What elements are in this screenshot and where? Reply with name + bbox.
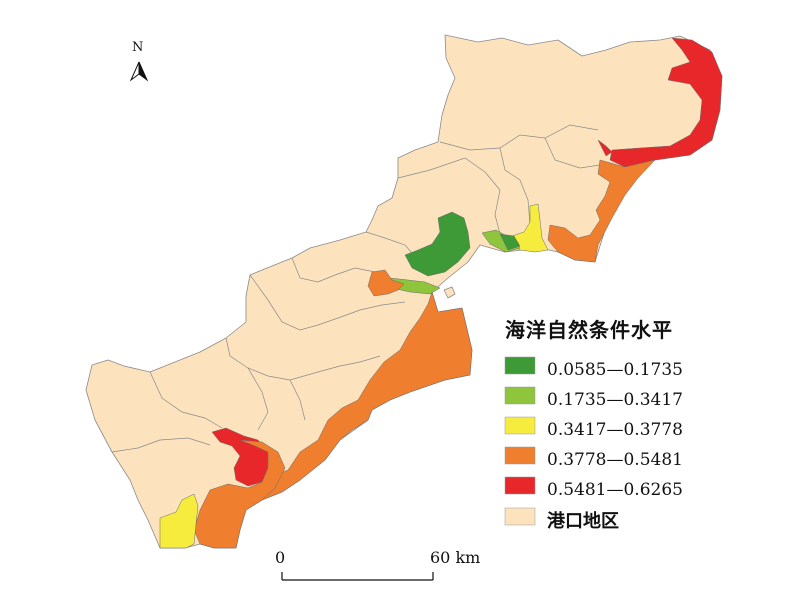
legend: 海洋自然条件水平 0.0585—0.1735 0.1735—0.3417 0.3… [505, 314, 765, 535]
legend-swatches [504, 356, 536, 526]
region-bay-darkgreen [404, 211, 471, 277]
legend-label: 港口地区 [547, 511, 619, 532]
legend-label: 0.5481—0.6265 [547, 480, 683, 500]
north-label: N [132, 40, 144, 55]
legend-swatch-spacer [505, 362, 535, 379]
legend-label: 0.0585—0.1735 [547, 360, 683, 380]
legend-item: 0.3417—0.3778 [505, 415, 765, 445]
legend-swatch-spacer [505, 512, 535, 529]
region-southwest-yellow [159, 493, 199, 549]
legend-item: 港口地区 [505, 505, 765, 535]
legend-swatch-spacer [505, 452, 535, 469]
region-northeast-orange [547, 159, 656, 263]
legend-swatch-spacer [505, 422, 535, 439]
legend-swatch-spacer [505, 482, 535, 499]
legend-label: 0.1735—0.3417 [547, 390, 683, 410]
legend-title: 海洋自然条件水平 [505, 318, 673, 342]
north-arrow-icon [129, 61, 149, 82]
scale-zero-label: 0 [275, 548, 286, 567]
region-northeast-red-channel [597, 139, 613, 157]
legend-item: 0.0585—0.1735 [505, 355, 765, 385]
legend-item: 0.3778—0.5481 [505, 445, 765, 475]
region-west-orange-strip [367, 269, 405, 297]
scale-bar [281, 572, 434, 581]
island [443, 286, 456, 299]
legend-swatch-spacer [505, 392, 535, 409]
district-boundaries [111, 124, 601, 453]
legend-label: 0.3417—0.3778 [547, 420, 683, 440]
scale-max-value: 60 [430, 548, 451, 567]
scale-unit: km [455, 548, 481, 567]
scale-max-label: 60 km [430, 548, 480, 567]
region-inlet-darkgreen [499, 233, 521, 251]
legend-item: 0.1735—0.3417 [505, 385, 765, 415]
legend-label: 0.3778—0.5481 [547, 450, 683, 470]
region-southwest-orange [193, 439, 286, 549]
legend-item: 0.5481—0.6265 [505, 475, 765, 505]
region-northeast-red [609, 37, 723, 168]
